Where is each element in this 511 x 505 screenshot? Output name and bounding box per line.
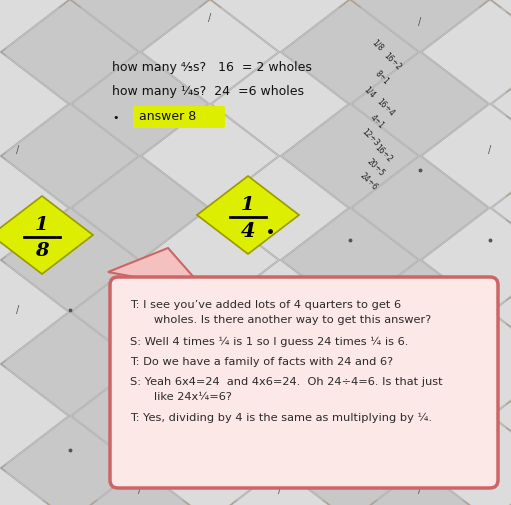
- Polygon shape: [2, 312, 138, 416]
- Polygon shape: [352, 52, 488, 156]
- Polygon shape: [72, 0, 208, 52]
- Text: T: Do we have a family of facts with 24 and 6?: T: Do we have a family of facts with 24 …: [130, 357, 393, 367]
- Polygon shape: [282, 104, 418, 208]
- Polygon shape: [212, 260, 348, 364]
- Polygon shape: [492, 364, 511, 468]
- Text: 16÷2: 16÷2: [382, 52, 403, 73]
- Polygon shape: [422, 416, 511, 505]
- Polygon shape: [212, 156, 348, 260]
- Polygon shape: [142, 312, 278, 416]
- Text: S: Well 4 times ¼ is 1 so I guess 24 times ¼ is 6.: S: Well 4 times ¼ is 1 so I guess 24 tim…: [130, 337, 408, 347]
- Text: like 24x¼=6?: like 24x¼=6?: [143, 392, 232, 402]
- Polygon shape: [492, 0, 511, 52]
- FancyBboxPatch shape: [5, 7, 507, 501]
- Polygon shape: [0, 0, 68, 52]
- Polygon shape: [492, 260, 511, 364]
- Text: /: /: [489, 145, 492, 155]
- Text: wholes. Is there another way to get this answer?: wholes. Is there another way to get this…: [143, 315, 431, 325]
- Polygon shape: [212, 52, 348, 156]
- Polygon shape: [352, 468, 488, 505]
- Polygon shape: [282, 416, 418, 505]
- Polygon shape: [352, 156, 488, 260]
- Text: /: /: [138, 485, 142, 495]
- Text: •: •: [112, 113, 119, 123]
- FancyBboxPatch shape: [110, 277, 498, 488]
- Text: 4: 4: [241, 221, 256, 241]
- Text: 20÷5: 20÷5: [365, 158, 386, 179]
- Polygon shape: [0, 364, 68, 468]
- Polygon shape: [72, 260, 208, 364]
- Polygon shape: [72, 364, 208, 468]
- Text: 16÷4: 16÷4: [375, 97, 396, 119]
- Text: S: Yeah 6x4=24  and 4x6=24.  Oh 24÷4=6. Is that just: S: Yeah 6x4=24 and 4x6=24. Oh 24÷4=6. Is…: [130, 377, 443, 387]
- Polygon shape: [282, 312, 418, 416]
- Polygon shape: [2, 104, 138, 208]
- Text: 1/4: 1/4: [362, 84, 377, 99]
- Polygon shape: [212, 468, 348, 505]
- Polygon shape: [197, 176, 299, 254]
- Text: 24÷6: 24÷6: [358, 171, 379, 192]
- Text: /: /: [16, 305, 19, 315]
- Polygon shape: [492, 52, 511, 156]
- Text: /: /: [16, 145, 19, 155]
- Text: 1: 1: [35, 216, 49, 234]
- Polygon shape: [142, 104, 278, 208]
- Text: /: /: [208, 13, 212, 23]
- Polygon shape: [2, 416, 138, 505]
- Text: /: /: [278, 485, 282, 495]
- Polygon shape: [142, 416, 278, 505]
- Polygon shape: [212, 0, 348, 52]
- Polygon shape: [0, 196, 93, 274]
- Text: /: /: [489, 305, 492, 315]
- Polygon shape: [422, 208, 511, 312]
- Polygon shape: [0, 156, 68, 260]
- Text: 1: 1: [241, 196, 255, 214]
- Polygon shape: [72, 468, 208, 505]
- Polygon shape: [72, 156, 208, 260]
- Polygon shape: [0, 260, 68, 364]
- Text: 12÷3: 12÷3: [360, 127, 381, 148]
- Polygon shape: [0, 52, 68, 156]
- Text: how many ⅘s?   16  = 2 wholes: how many ⅘s? 16 = 2 wholes: [112, 62, 312, 75]
- Polygon shape: [142, 208, 278, 312]
- Polygon shape: [2, 0, 138, 104]
- Text: 1/8: 1/8: [370, 37, 385, 53]
- Text: 16÷2: 16÷2: [373, 143, 394, 165]
- Polygon shape: [422, 312, 511, 416]
- Polygon shape: [2, 208, 138, 312]
- Polygon shape: [108, 248, 205, 290]
- Text: /: /: [419, 17, 422, 27]
- Polygon shape: [352, 364, 488, 468]
- Polygon shape: [142, 0, 278, 104]
- Polygon shape: [492, 156, 511, 260]
- Polygon shape: [492, 468, 511, 505]
- Polygon shape: [282, 208, 418, 312]
- Text: 4÷1: 4÷1: [368, 113, 386, 131]
- FancyBboxPatch shape: [133, 106, 225, 128]
- Text: 8: 8: [35, 242, 49, 260]
- Polygon shape: [422, 104, 511, 208]
- Polygon shape: [0, 468, 68, 505]
- Text: T: Yes, dividing by 4 is the same as multiplying by ¼.: T: Yes, dividing by 4 is the same as mul…: [130, 413, 432, 423]
- Polygon shape: [212, 364, 348, 468]
- Text: /: /: [419, 485, 422, 495]
- Text: T: I see you’ve added lots of 4 quarters to get 6: T: I see you’ve added lots of 4 quarters…: [130, 300, 401, 310]
- Text: 8÷1: 8÷1: [373, 69, 390, 87]
- Polygon shape: [282, 0, 418, 104]
- Polygon shape: [422, 0, 511, 104]
- Polygon shape: [352, 0, 488, 52]
- Polygon shape: [72, 52, 208, 156]
- Text: how many ¼s?  24  =6 wholes: how many ¼s? 24 =6 wholes: [112, 85, 304, 98]
- Polygon shape: [352, 260, 488, 364]
- Text: answer 8: answer 8: [139, 111, 196, 124]
